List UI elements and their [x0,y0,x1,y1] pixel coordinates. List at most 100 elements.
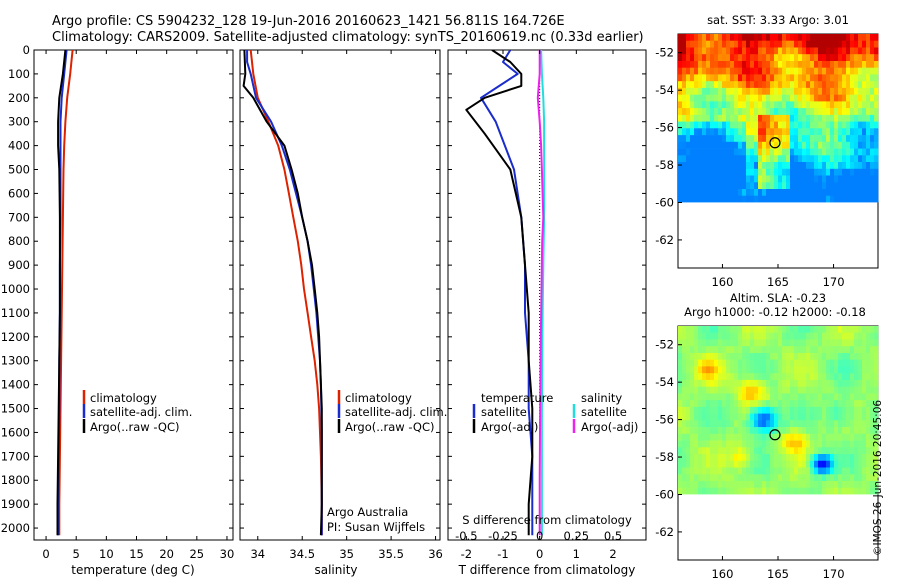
heatmap-cell [722,474,727,482]
heatmap-cell [826,189,831,197]
heatmap-cell [682,121,687,129]
heatmap-cell [810,326,815,334]
heatmap-cell [698,373,703,381]
heatmap-cell [746,447,751,455]
heatmap-cell [782,61,787,69]
heatmap-cell [858,420,863,428]
heatmap-cell [778,406,783,414]
heatmap-cell [730,373,735,381]
heatmap-cell [874,148,879,156]
heatmap-cell [810,128,815,136]
heatmap-cell [734,135,739,143]
heatmap-cell [834,34,839,42]
heatmap-cell [794,81,799,89]
heatmap-cell [754,420,759,428]
heatmap-cell [750,467,755,475]
heatmap-cell [706,332,711,340]
heatmap-cell [814,108,819,116]
heatmap-cell [822,175,827,183]
heatmap-cell [774,440,779,448]
heatmap-cell [818,440,823,448]
heatmap-cell [806,141,811,149]
heatmap-cell [790,454,795,462]
heatmap-cell [794,175,799,183]
heatmap-cell [758,406,763,414]
heatmap-cell [834,326,839,334]
heatmap-cell [806,393,811,401]
heatmap-cell [822,40,827,48]
heatmap-cell [734,94,739,102]
heatmap-cell [838,346,843,354]
heatmap-cell [754,34,759,42]
heatmap-cell [794,366,799,374]
heatmap-cell [810,108,815,116]
heatmap-cell [790,168,795,176]
heatmap-cell [798,332,803,340]
heatmap-cell [710,175,715,183]
x-tick-label: 35 [339,547,354,561]
depth-tick-label: 300 [8,115,30,129]
heatmap-cell [694,420,699,428]
heatmap-cell [678,447,683,455]
heatmap-cell [678,101,683,109]
heatmap-cell [790,433,795,441]
heatmap-cell [790,440,795,448]
heatmap-cell [694,40,699,48]
heatmap-cell [806,67,811,75]
heatmap-cell [710,454,715,462]
heatmap-cell [862,74,867,82]
heatmap-cell [698,74,703,82]
heatmap-cell [854,34,859,42]
heatmap-cell [858,87,863,95]
heatmap-cell [858,460,863,468]
heatmap-cell [858,433,863,441]
heatmap-cell [714,487,719,495]
heatmap-cell [802,108,807,116]
heatmap-cell [758,433,763,441]
heatmap-cell [686,101,691,109]
heatmap-cell [798,359,803,367]
heatmap-cell [826,67,831,75]
heatmap-cell [746,366,751,374]
heatmap-cell [742,481,747,489]
heatmap-cell [822,487,827,495]
heatmap-cell [686,353,691,361]
heatmap-cell [870,427,875,435]
heatmap-cell [778,114,783,122]
heatmap-cell [698,400,703,408]
heatmap-cell [866,168,871,176]
heatmap-cell [726,74,731,82]
heatmap-cell [774,155,779,163]
heatmap-cell [818,379,823,387]
heatmap-cell [786,108,791,116]
heatmap-cell [690,101,695,109]
heatmap-cell [850,447,855,455]
heatmap-cell [742,114,747,122]
heatmap-cell [710,427,715,435]
heatmap-cell [850,366,855,374]
heatmap-cell [790,175,795,183]
heatmap-cell [722,339,727,347]
heatmap-cell [854,67,859,75]
heatmap-cell [710,400,715,408]
heatmap-cell [706,148,711,156]
heatmap-cell [818,406,823,414]
heatmap-cell [818,481,823,489]
heatmap-cell [790,182,795,190]
heatmap-cell [866,87,871,95]
heatmap-cell [810,141,815,149]
heatmap-cell [718,47,723,55]
heatmap-cell [762,40,767,48]
heatmap-cell [822,148,827,156]
heatmap-cell [806,332,811,340]
heatmap-cell [790,189,795,197]
heatmap-cell [742,87,747,95]
heatmap-cell [870,141,875,149]
heatmap-cell [702,128,707,136]
x-tick-label: 30 [220,547,235,561]
heatmap-cell [798,101,803,109]
heatmap-cell [694,54,699,62]
heatmap-cell [758,67,763,75]
heatmap-cell [818,128,823,136]
heatmap-cell [682,114,687,122]
